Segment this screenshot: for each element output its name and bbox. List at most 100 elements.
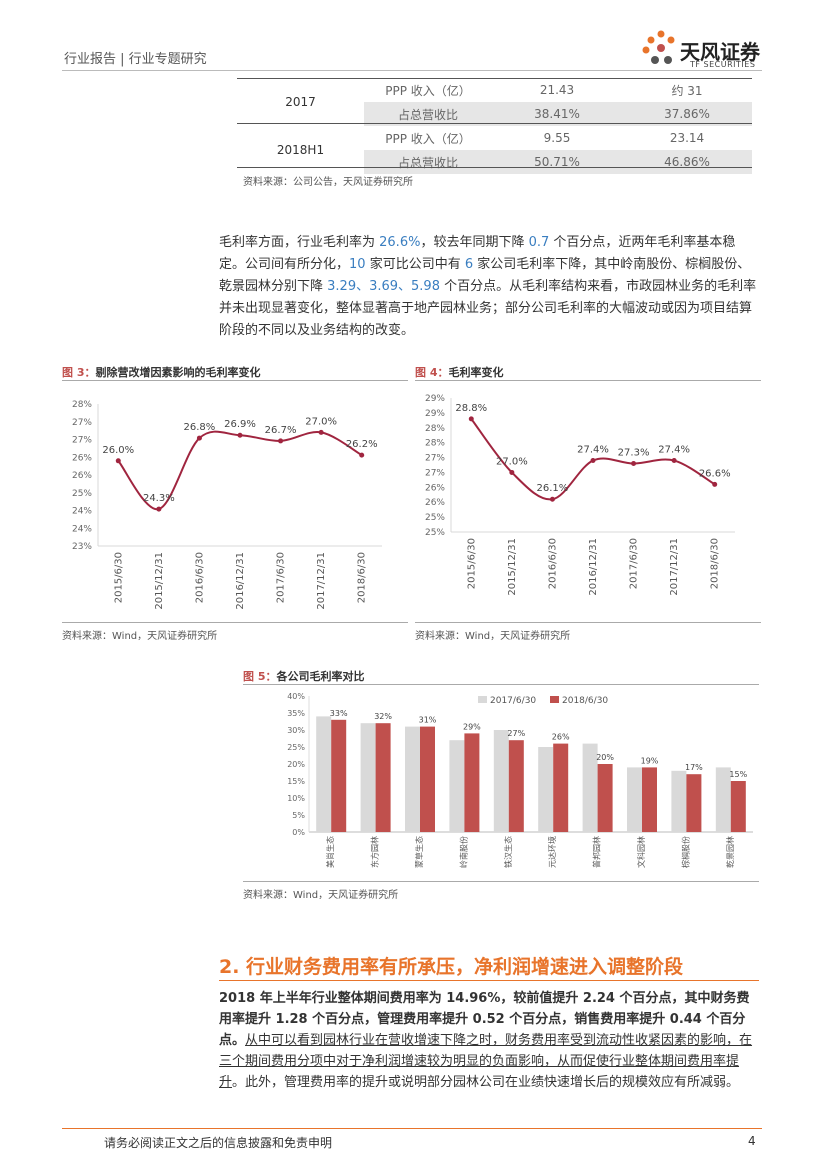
bar: [582, 743, 598, 832]
bar: [360, 723, 376, 832]
x-tick-label: 东方园林: [370, 836, 380, 868]
x-tick-label: 2016/6/30: [194, 552, 205, 603]
table-value-cell: 21.43: [539, 83, 575, 97]
y-tick-label: 24%: [72, 524, 92, 534]
y-tick-label: 40%: [287, 692, 305, 701]
table-year-cell: 2018H1: [276, 143, 325, 157]
table-year-cell: 2017: [285, 95, 316, 109]
y-tick-label: 25%: [287, 743, 305, 752]
x-tick-label: 2015/12/31: [507, 538, 518, 596]
x-tick-label: 2016/12/31: [235, 552, 246, 610]
table-metric-cell: 占总营收比: [364, 102, 492, 126]
highlight-value: 10: [349, 257, 366, 272]
x-tick-label: 岭南股份: [458, 836, 468, 868]
header-rule: [62, 70, 762, 71]
gross-margin-paragraph: 毛利率方面，行业毛利率为 26.6%，较去年同期下降 0.7 个百分点，近两年毛…: [219, 232, 759, 342]
fig5-bottom-rule: [243, 881, 759, 882]
fig5-number: 图 5：: [243, 670, 277, 683]
data-label: 26.7%: [265, 425, 297, 436]
x-tick-label: 2015/6/30: [113, 552, 124, 603]
bar: [405, 726, 420, 832]
table-row: 2017 PPP 收入（亿） 21.43 约 31: [237, 78, 752, 109]
x-tick-label: 铁汉生态: [503, 836, 513, 868]
fig4-rule: [415, 380, 761, 381]
y-tick-label: 5%: [292, 811, 305, 820]
table-metric-cell: PPP 收入（亿）: [385, 83, 471, 98]
footer-disclaimer[interactable]: 请务必阅读正文之后的信息披露和免责申明: [104, 1136, 333, 1150]
y-tick-label: 35%: [287, 709, 305, 718]
table-mid-rule: [237, 123, 752, 124]
bar: [642, 767, 657, 832]
y-tick-label: 27%: [72, 418, 92, 428]
text-run: 家可比公司中有: [365, 257, 465, 272]
table-value-cell: 约 31: [671, 83, 703, 98]
bar: [493, 730, 509, 832]
fig4-title: 图 4：毛利率变化: [415, 364, 503, 380]
data-label: 24.3%: [143, 493, 175, 504]
legend-swatch: [550, 696, 559, 703]
y-tick-label: 20%: [287, 760, 305, 769]
y-tick-label: 29%: [425, 394, 445, 404]
fig5-source: 资料来源：Wind，天风证券研究所: [243, 890, 399, 901]
y-tick-label: 10%: [287, 794, 305, 803]
legend-label: 2017/6/30: [490, 696, 536, 706]
table-value-cell: 9.55: [543, 131, 571, 145]
x-tick-label: 2018/6/30: [710, 538, 721, 589]
data-point: [156, 506, 162, 512]
fig5-title-text: 各公司毛利率对比: [276, 670, 365, 683]
text-run: 个百分点，近两年毛利率基本稳定。公司间有所分化，: [219, 235, 736, 272]
data-point: [278, 438, 284, 444]
footer-rule: [62, 1128, 762, 1129]
y-tick-label: 28%: [425, 439, 445, 449]
highlight-value: 3.29、3.69、5.98: [327, 279, 440, 294]
fig4-number: 图 4：: [415, 366, 449, 379]
data-label: 26.8%: [184, 422, 216, 433]
fig5-bar-chart: 0% 5% 10% 15% 20% 25% 30% 35% 40% 2017/6/30 2018/6…: [287, 692, 753, 868]
x-tick-label: 棕榈股份: [680, 836, 690, 868]
data-label: 20%: [596, 753, 614, 762]
text-run: 家公司毛利率下降，其中岭南股份、棕榈股份、乾景园林分别下降: [219, 257, 751, 294]
fig5-title: 图 5：各公司毛利率对比: [243, 668, 364, 684]
table-source: 资料来源：公司公告，天风证券研究所: [243, 177, 413, 188]
underlined-text: 从中可以看到园林行业在营收增速下降之时，财务费用率受到流动性收紧因素的影响，在三…: [219, 1033, 753, 1090]
x-tick-label: 文科园林: [636, 836, 646, 868]
x-tick-label: 元达环境: [547, 836, 557, 868]
highlight-value: 6: [464, 257, 474, 272]
report-category: 行业报告 | 行业专题研究: [64, 52, 207, 67]
table-value-cell: 46.86%: [622, 150, 752, 174]
data-label: 26.6%: [699, 468, 731, 479]
data-label: 27%: [507, 729, 525, 738]
x-tick-label: 2015/6/30: [466, 538, 477, 589]
table-row: 2018H1 PPP 收入（亿） 9.55 23.14: [237, 126, 752, 157]
bar: [553, 743, 569, 832]
data-point: [196, 435, 202, 441]
x-tick-label: 2017/6/30: [629, 538, 640, 589]
bar: [627, 767, 642, 832]
bar: [464, 733, 480, 832]
x-tick-label: 2015/12/31: [154, 552, 165, 610]
data-label: 27.3%: [618, 448, 650, 459]
bar: [508, 740, 524, 832]
bar: [686, 774, 702, 832]
y-tick-label: 27%: [72, 436, 92, 446]
x-tick-label: 乾景园林: [725, 836, 735, 868]
fig4-source: 资料来源：Wind，天风证券研究所: [415, 631, 571, 642]
bold-text: 2018 年上半年行业整体期间费用率为 14.96%，较前值提升 2.24 个百…: [219, 991, 750, 1048]
data-label: 19%: [641, 756, 659, 765]
logo-subtitle: TF SECURITIES: [690, 60, 756, 69]
y-tick-label: 30%: [287, 726, 305, 735]
y-tick-label: 26%: [425, 483, 445, 493]
y-tick-label: 25%: [425, 528, 445, 538]
data-label: 15%: [729, 770, 747, 779]
data-label: 27.0%: [496, 456, 528, 467]
bar: [316, 716, 332, 832]
bar: [331, 719, 347, 832]
data-point: [359, 452, 365, 458]
x-tick-label: 美尚生态: [325, 836, 335, 868]
table-metric-cell: PPP 收入（亿）: [385, 131, 471, 146]
data-point: [671, 458, 677, 464]
y-tick-label: 0%: [292, 828, 305, 837]
data-label: 17%: [685, 763, 703, 772]
data-point: [712, 481, 718, 487]
bar: [420, 726, 435, 832]
